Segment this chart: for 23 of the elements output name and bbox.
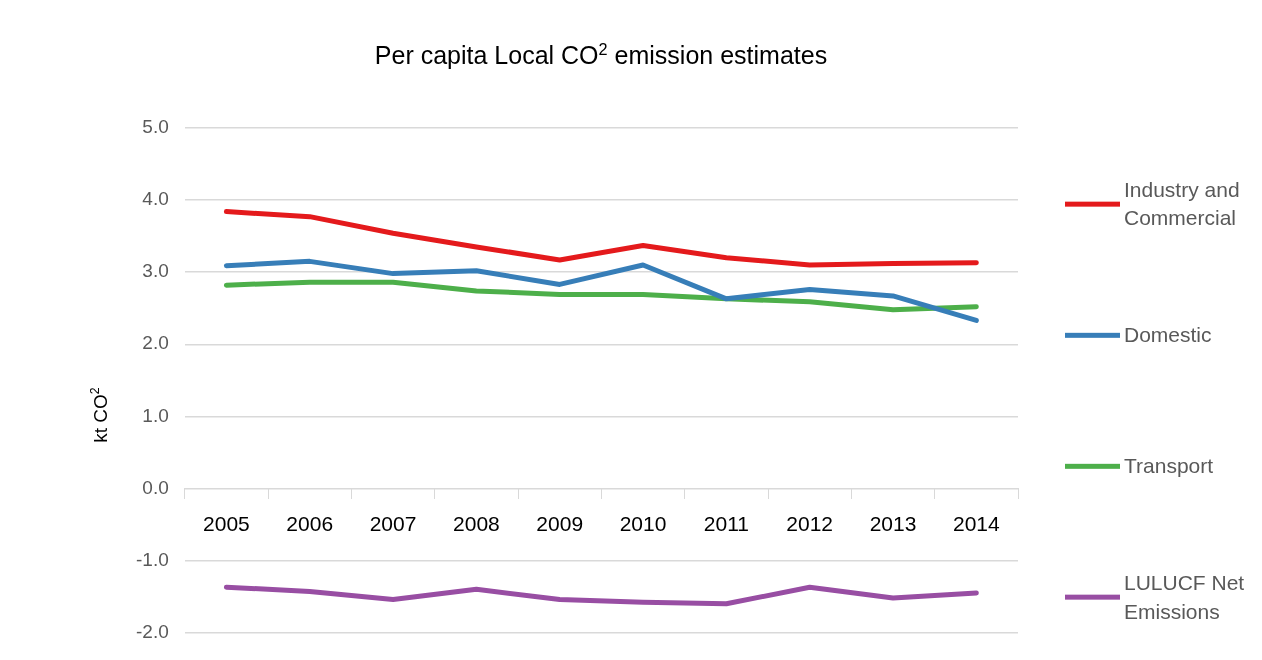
x-tick-label: 2012 <box>786 511 834 535</box>
legend-label: Domestic <box>1124 321 1213 348</box>
x-tick-label: 2010 <box>619 511 667 535</box>
x-tick-label: 2008 <box>453 511 500 535</box>
x-tick-label: 2013 <box>869 511 917 535</box>
y-tick-label: 1.0 <box>142 404 169 426</box>
x-tick-label: 2005 <box>203 511 250 535</box>
x-tick-label: 2007 <box>369 511 417 535</box>
x-tick-label: 2006 <box>286 511 334 535</box>
y-tick-label: 4.0 <box>142 188 169 210</box>
y-tick-label: -1.0 <box>135 548 169 570</box>
legend-label: LULUCF Net Emissions <box>1124 569 1246 625</box>
chart-title: Per capita Local CO$^{2}$ emission estimates <box>373 40 829 71</box>
legend-label: Industry and Commercial <box>1124 176 1241 231</box>
x-tick-label: 2011 <box>703 511 749 535</box>
y-tick-label: 0.0 <box>142 476 169 498</box>
y-tick-label: -2.0 <box>135 620 169 642</box>
y-tick-label: 3.0 <box>142 260 169 282</box>
y-tick-label: 5.0 <box>142 116 169 138</box>
legend-label: Transport <box>1124 452 1215 479</box>
x-tick-label: 2014 <box>952 511 1001 535</box>
x-tick-label: 2009 <box>536 511 584 535</box>
y-tick-label: 2.0 <box>142 332 169 354</box>
